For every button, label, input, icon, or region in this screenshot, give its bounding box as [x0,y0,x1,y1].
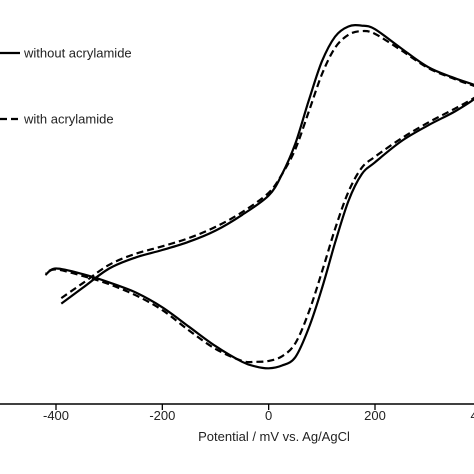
legend-label: without acrylamide [23,46,132,61]
x-tick-label: -400 [43,408,69,423]
legend-label: with acrylamide [23,112,114,127]
legend: without acrylamide with acrylamide [0,46,132,127]
plot-area [44,24,474,370]
series-with-acrylamide-line [44,29,474,364]
series-without-acrylamide-line [44,24,474,370]
x-tick-label: 200 [364,408,386,423]
x-tick-label: 400 [470,408,474,423]
x-tick-label: 0 [265,408,272,423]
x-axis: -400 -200 0 200 400 [0,403,474,423]
x-tick-label: -200 [149,408,175,423]
x-axis-label: Potential / mV vs. Ag/AgCl [198,429,350,444]
